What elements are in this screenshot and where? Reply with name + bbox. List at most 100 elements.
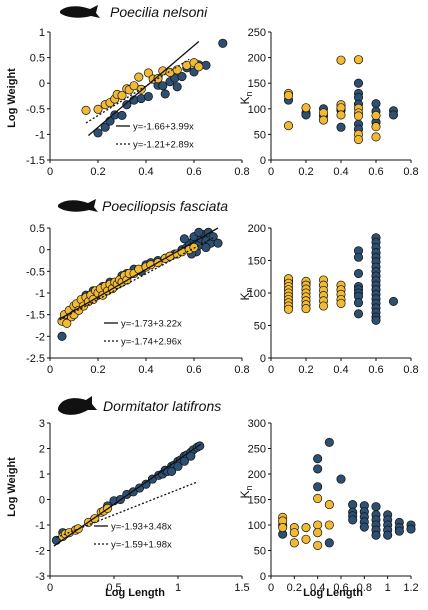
data-point-blue [195,441,205,451]
y-tick-label: 0 [39,495,45,507]
fish-silhouette-icon [58,396,97,415]
species-name: Poeciliopsis fasciata [102,198,228,214]
legend-label: y=-1.21+2.89x [133,140,194,151]
x-tick-label: 1 [175,582,181,594]
x-tick-label: 0 [268,582,274,594]
regression-line-solid [87,41,200,137]
data-point-blue [313,482,323,492]
y-tick-label: -1 [35,129,45,141]
data-point-blue [179,234,189,244]
data-point-yellow [283,90,294,101]
kn-sub: n [244,485,254,490]
data-point-blue [208,232,218,242]
data-point-yellow [289,538,299,548]
legend-label: y=-1.73+3.22x [121,319,182,330]
data-point-blue [324,437,334,447]
data-point-blue [93,128,103,138]
svg-text:Kn: Kn [238,287,254,300]
data-point-blue [353,298,364,308]
y-tick-label: -0.5 [26,266,45,278]
y-tick-label: 0.5 [30,53,45,65]
regression-line-dotted [59,237,214,321]
data-point-blue [100,122,110,132]
data-point-blue [348,515,358,525]
data-point-yellow [371,122,381,132]
y-tick-label: 50 [254,129,266,141]
y-tick-label: 200 [248,223,266,235]
data-point-yellow [353,134,364,145]
kn-sub: n [244,91,254,96]
y-tick-label: -1.5 [26,155,45,167]
x-tick-label: 0.8 [403,364,418,376]
regression-line-solid [53,443,202,547]
regression-line-dotted [85,58,190,124]
fish-silhouette-icon [60,5,100,18]
chart-panel: -2.5 -2 -1.5 -1 -0.5 0 0.5 0 0.2 0.4 0.6 0.8 y=-1.73… [26,223,250,376]
data-point-yellow [318,115,329,125]
data-point-yellow [143,68,153,78]
kn-axis-label: Kn [238,91,254,104]
y-tick-label: 250 [248,444,266,456]
data-point-blue [201,242,211,253]
chart-panel: -3 -2 -1 0 1 2 3 0 0.5 1 1.5 y=-1.93+3.48x y=-1.59+1… [35,418,249,594]
y-tick-label: 0 [39,245,45,257]
y-tick-label: -3 [35,571,45,583]
y-tick-label: -2.5 [26,353,45,365]
y-tick-label: 200 [248,469,266,481]
data-point-blue [313,454,323,464]
y-tick-label: 1 [39,27,45,39]
data-point-yellow [134,72,144,82]
legend-label: y=-1.74+2.96x [121,337,182,348]
data-point-blue [117,110,127,121]
y-tick-label: 100 [248,104,266,116]
legend-label: y=-1.66+3.99x [133,122,194,133]
y-tick-label: 0 [260,571,266,583]
chart-panel: 0 50 100 150 200 250 0 0.2 0.4 0.6 0.8 [248,27,419,178]
x-tick-label: 0.6 [186,166,201,178]
data-point-yellow [336,298,346,308]
kn-axis-label: Kn [238,485,254,498]
x-tick-label: 0.4 [333,166,348,178]
y-tick-label: 50 [254,321,266,333]
kn-sub: n [244,287,254,292]
data-point-blue [336,122,346,132]
data-point-blue [122,100,132,110]
data-point-yellow [301,103,311,113]
data-point-blue [194,227,204,237]
data-point-yellow [301,304,311,314]
x-tick-label: 0.4 [310,582,325,594]
y-tick-label: 100 [248,520,266,532]
plot-area: -1.5 -1 -0.5 0 0.5 1 0 0.2 0.4 0.6 0.8 y=-1.66+3.99… [26,27,419,594]
data-point-blue [336,474,346,484]
data-point-blue [348,500,358,510]
y-tick-label: 0 [260,353,266,365]
y-tick-label: 0 [260,155,266,167]
x-tick-label: 0 [268,364,274,376]
data-point-blue [324,538,334,548]
species-name: Poecilia nelsoni [110,4,208,20]
data-point-yellow [117,90,127,101]
data-point-yellow [129,81,139,91]
chart-panel: 0 50 100 150 200 250 300 0 0.2 0.4 0.6 0.8 1 1.2 [248,418,419,594]
x-tick-label: 0.2 [90,166,105,178]
data-point-yellow [371,110,381,121]
data-point-yellow [283,121,294,131]
y-tick-label: -2 [35,546,45,558]
data-point-blue [353,252,364,262]
kn-main: K [238,491,252,499]
species-name: Dormitator latifrons [103,398,221,414]
y-tick-label: -2 [35,331,45,343]
svg-text:Kn: Kn [238,485,254,498]
title-row-1: Poecilia nelsoni [60,4,208,20]
data-point-blue [186,451,196,461]
x-tick-label: 1 [385,582,391,594]
data-point-yellow [353,111,364,121]
data-point-blue [213,238,223,248]
y-tick-label: 2 [39,444,45,456]
data-point-yellow [318,301,329,311]
x-tick-label: 0.8 [234,364,249,376]
x-tick-label: 0.6 [368,166,383,178]
data-point-yellow [371,132,381,142]
data-point-blue [371,99,381,109]
y-tick-label: 3 [39,418,45,430]
